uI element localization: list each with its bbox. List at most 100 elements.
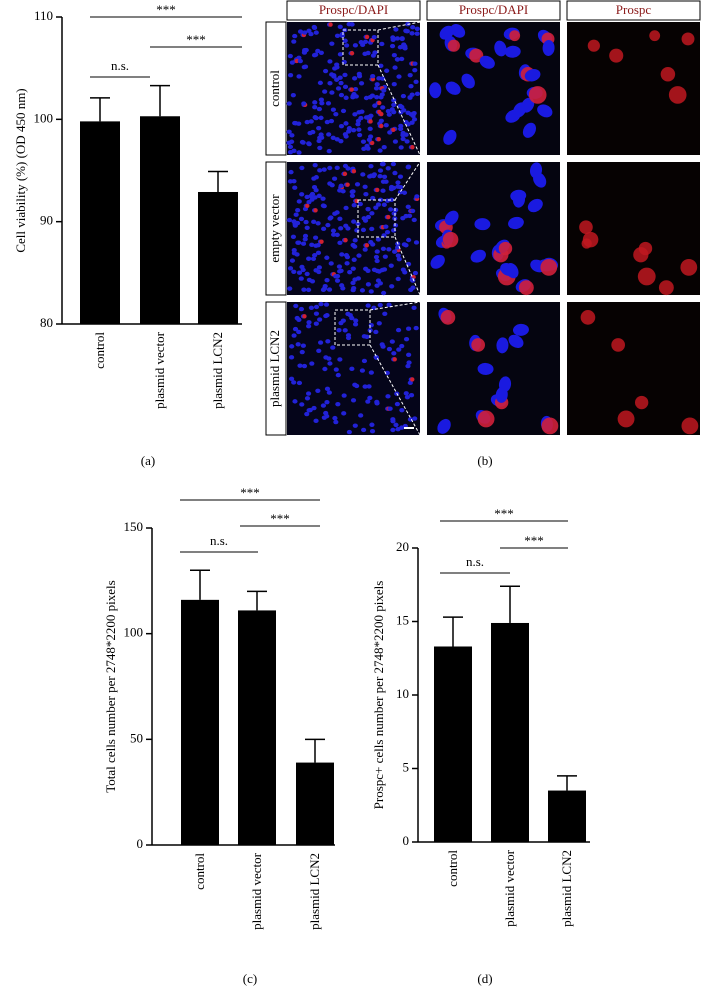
nucleus bbox=[367, 126, 373, 132]
nucleus bbox=[306, 408, 312, 413]
nucleus bbox=[327, 361, 333, 366]
nucleus bbox=[289, 133, 295, 138]
nucleus bbox=[374, 94, 380, 100]
nucleus bbox=[316, 125, 322, 131]
prospc-signal bbox=[364, 34, 370, 40]
y-axis-label: Cell viability (%) (OD 450 nm) bbox=[13, 88, 28, 252]
nucleus bbox=[381, 290, 387, 296]
nucleus bbox=[370, 53, 377, 58]
nucleus bbox=[381, 88, 387, 93]
nucleus bbox=[337, 240, 343, 246]
nucleus bbox=[373, 86, 380, 91]
nucleus bbox=[312, 105, 318, 110]
nucleus bbox=[394, 401, 400, 407]
nucleus bbox=[388, 207, 394, 212]
nucleus bbox=[296, 270, 303, 275]
nucleus bbox=[343, 205, 349, 211]
nucleus bbox=[303, 219, 309, 225]
prospc-signal bbox=[617, 410, 635, 428]
nucleus bbox=[313, 311, 320, 316]
nucleus bbox=[396, 256, 402, 262]
nucleus bbox=[406, 237, 412, 243]
y-axis-label: Prospc+ cells number per 2748*2200 pixel… bbox=[371, 581, 386, 810]
nucleus bbox=[340, 108, 347, 114]
nucleus bbox=[365, 50, 371, 56]
nucleus bbox=[341, 393, 347, 398]
nucleus bbox=[336, 264, 343, 269]
nucleus bbox=[390, 427, 396, 433]
y-tick-label: 80 bbox=[40, 315, 53, 330]
nucleus bbox=[405, 363, 411, 369]
significance-label: *** bbox=[156, 2, 176, 17]
nucleus bbox=[385, 108, 391, 114]
nucleus bbox=[292, 221, 298, 227]
nucleus bbox=[401, 190, 408, 195]
zoom-line bbox=[377, 21, 421, 31]
prospc-signal bbox=[638, 241, 653, 256]
nucleus bbox=[390, 418, 396, 424]
nucleus bbox=[300, 343, 306, 348]
nucleus bbox=[347, 269, 353, 275]
nucleus bbox=[358, 81, 365, 86]
nucleus bbox=[325, 222, 331, 228]
nucleus bbox=[299, 192, 305, 197]
nucleus bbox=[319, 101, 325, 106]
nucleus bbox=[338, 123, 345, 129]
nucleus bbox=[381, 202, 387, 207]
nucleus bbox=[379, 161, 386, 167]
nucleus bbox=[397, 174, 404, 179]
nucleus bbox=[494, 40, 507, 57]
nucleus bbox=[311, 405, 317, 411]
nucleus bbox=[378, 95, 384, 100]
nucleus bbox=[328, 261, 334, 266]
nucleus bbox=[411, 117, 418, 122]
nucleus bbox=[321, 203, 327, 209]
prospc-signal bbox=[611, 338, 626, 352]
nucleus bbox=[477, 362, 494, 375]
nucleus bbox=[302, 30, 308, 35]
row-label: plasmid LCN2 bbox=[267, 330, 282, 407]
nucleus bbox=[343, 121, 349, 126]
nucleus bbox=[316, 193, 322, 199]
nucleus bbox=[398, 145, 404, 150]
nucleus bbox=[394, 36, 401, 41]
prospc-signal bbox=[498, 241, 513, 256]
nucleus bbox=[292, 185, 298, 190]
nucleus bbox=[301, 50, 308, 55]
nucleus bbox=[350, 398, 357, 403]
nucleus bbox=[450, 23, 466, 38]
nucleus bbox=[301, 363, 308, 369]
nucleus bbox=[306, 320, 312, 325]
nucleus bbox=[375, 278, 382, 283]
nucleus bbox=[413, 325, 419, 331]
nucleus bbox=[474, 218, 491, 231]
nucleus bbox=[309, 197, 315, 202]
nucleus bbox=[373, 329, 379, 335]
nucleus bbox=[296, 121, 302, 126]
nucleus bbox=[320, 287, 327, 293]
prospc-signal bbox=[294, 58, 299, 64]
nucleus bbox=[400, 136, 406, 142]
nucleus bbox=[368, 163, 374, 169]
nucleus bbox=[315, 221, 321, 226]
significance-label: *** bbox=[270, 511, 290, 526]
prospc-signal bbox=[609, 48, 624, 63]
nucleus bbox=[290, 92, 296, 98]
nucleus bbox=[306, 256, 312, 261]
y-tick-label: 150 bbox=[124, 519, 144, 534]
nucleus bbox=[289, 258, 296, 263]
nucleus bbox=[318, 50, 324, 55]
nucleus bbox=[288, 376, 295, 382]
panel-label: (b) bbox=[477, 453, 492, 468]
nucleus bbox=[311, 24, 317, 30]
nucleus bbox=[365, 268, 371, 274]
nucleus bbox=[508, 216, 524, 230]
nucleus bbox=[365, 282, 372, 287]
nucleus bbox=[343, 95, 349, 100]
nucleus bbox=[388, 197, 395, 203]
nucleus bbox=[388, 263, 394, 268]
nucleus bbox=[373, 254, 380, 260]
nucleus bbox=[352, 423, 358, 428]
nucleus bbox=[327, 165, 333, 171]
nucleus bbox=[309, 361, 315, 366]
